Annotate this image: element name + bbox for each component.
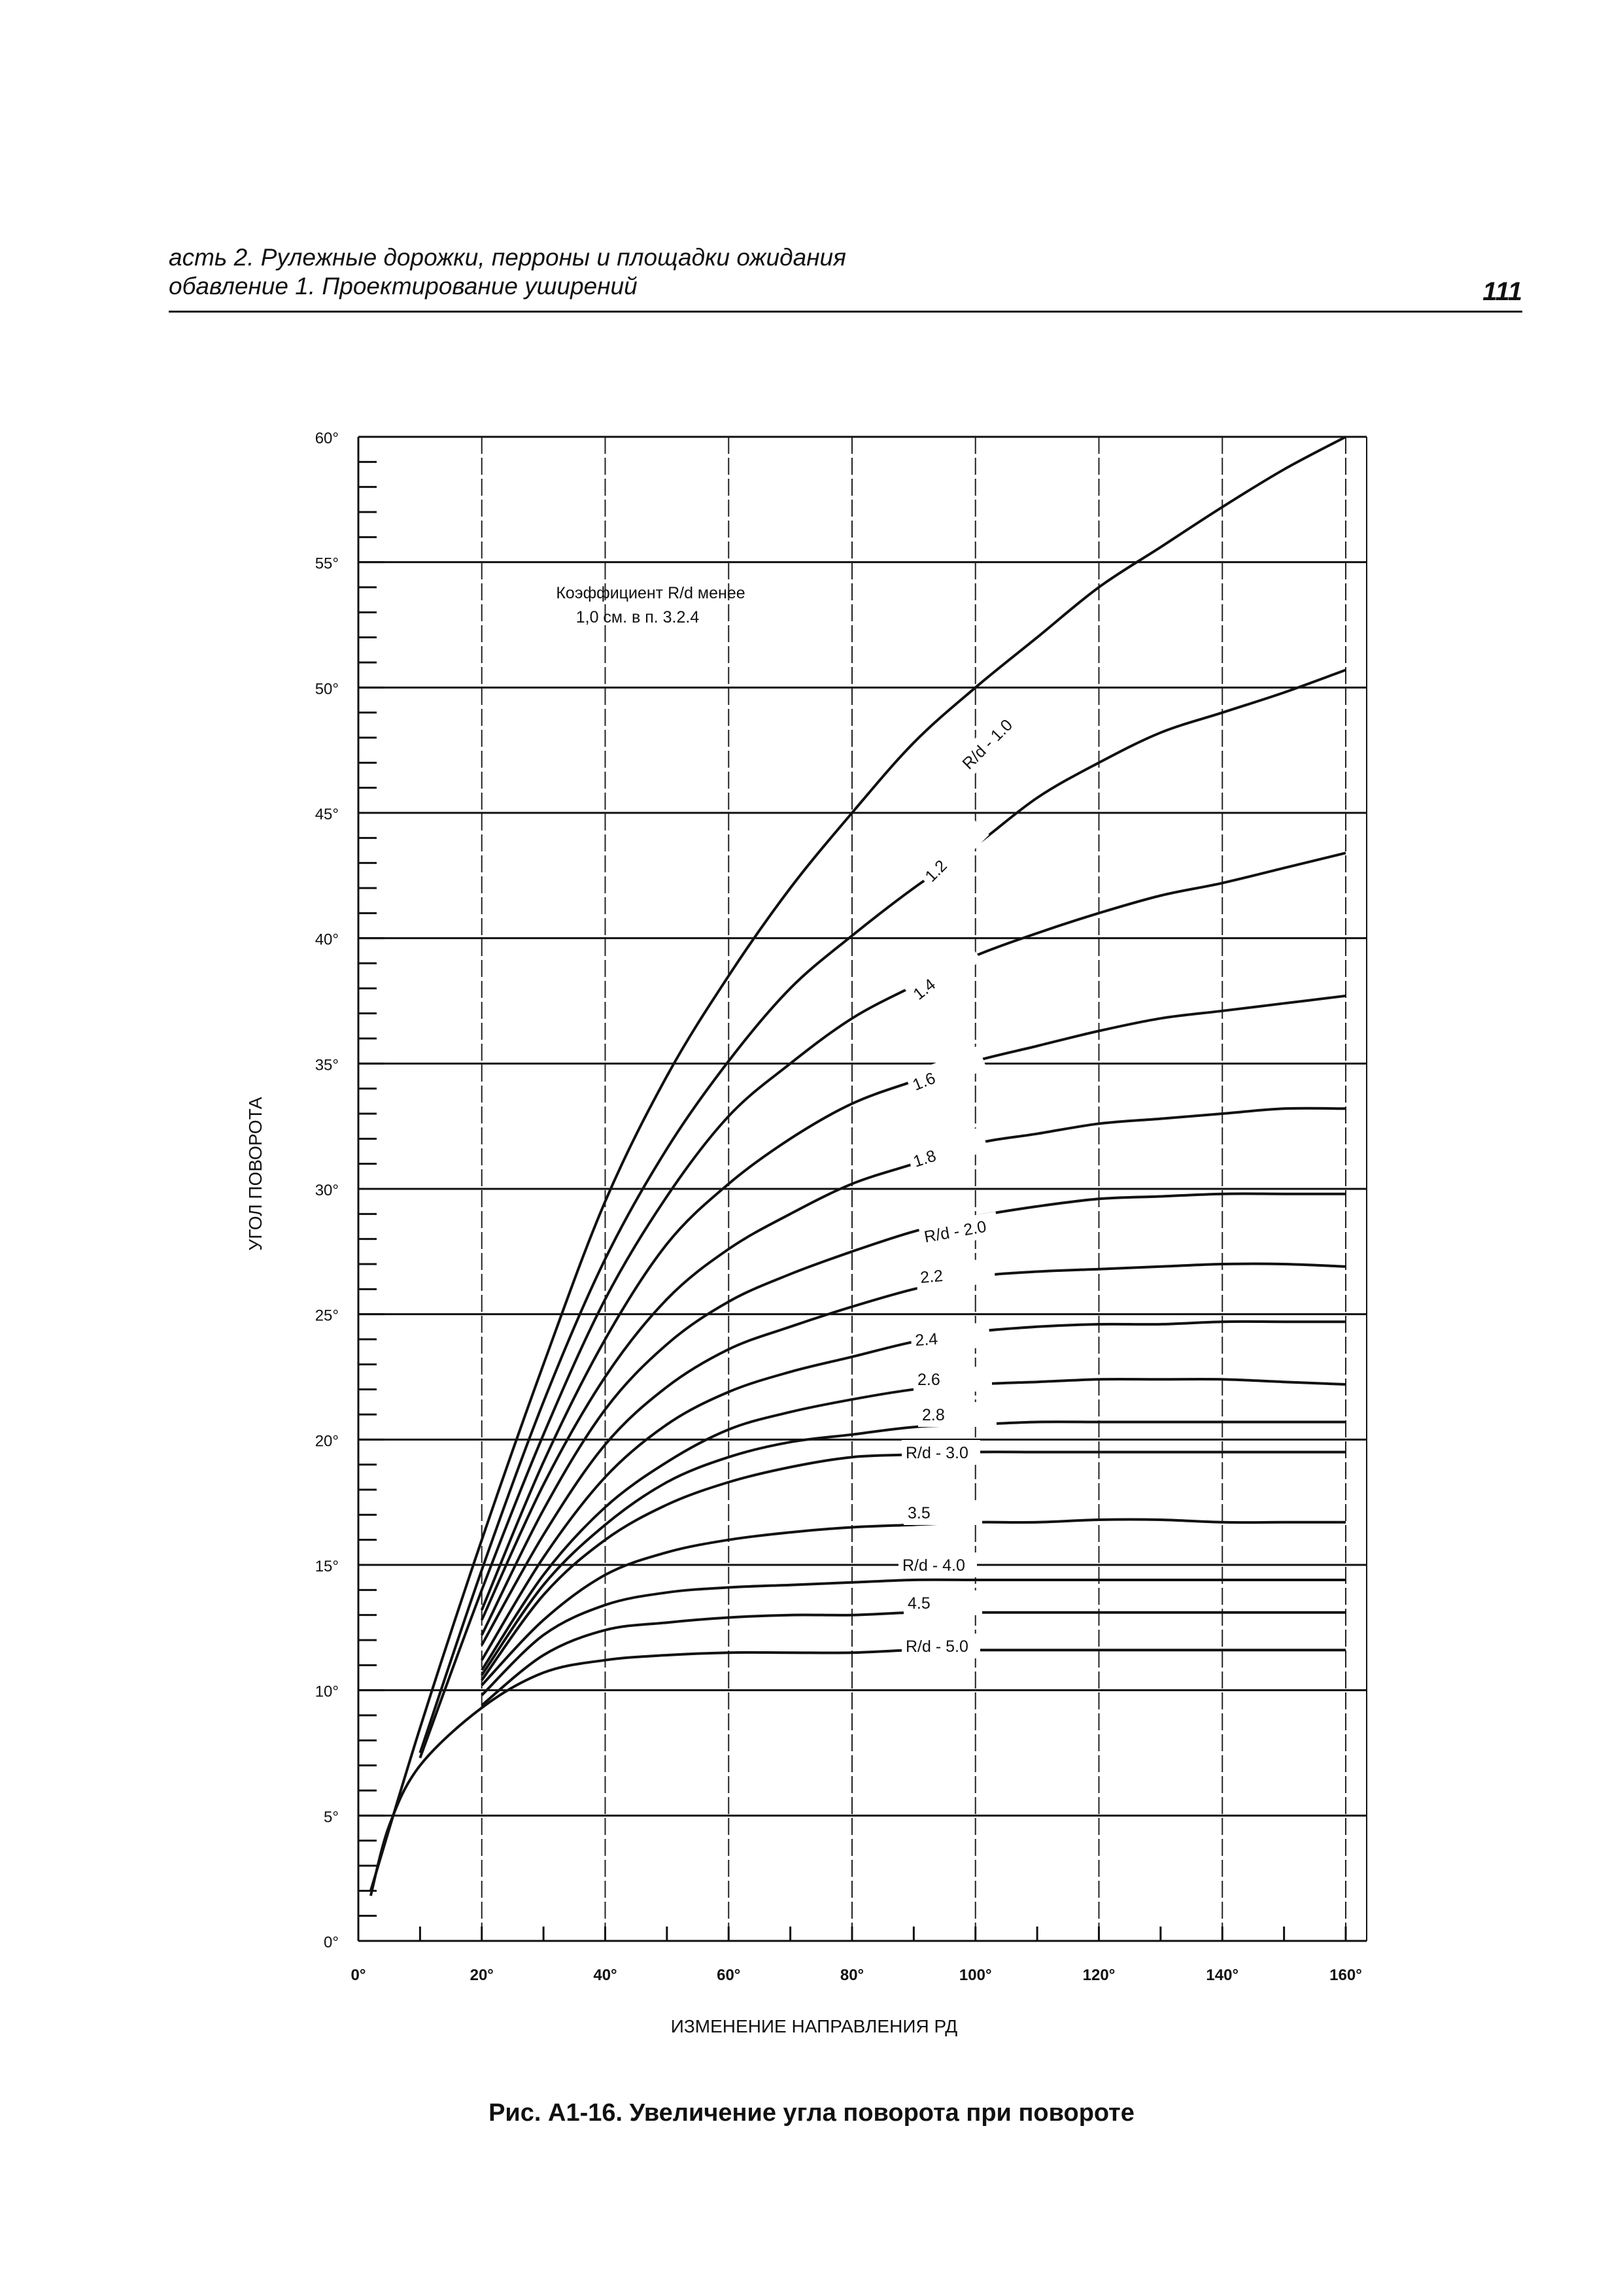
y-tick-label: 40° — [315, 931, 339, 949]
series-label: 4.5 — [908, 1594, 931, 1613]
x-tick-label: 100° — [959, 1966, 992, 1984]
series-line — [481, 1420, 1346, 1676]
series-line — [480, 1192, 1346, 1636]
y-tick-label: 0° — [324, 1934, 339, 1951]
y-tick-label: 20° — [315, 1432, 339, 1450]
series-line — [480, 1106, 1346, 1621]
series-line — [369, 1649, 1346, 1896]
series-label-background — [953, 704, 1027, 778]
series-label-background — [902, 1440, 980, 1465]
series-label: R/d - 4.0 — [902, 1556, 965, 1575]
x-tick-label: 160° — [1329, 1966, 1362, 1984]
series-label-background — [918, 1402, 997, 1427]
y-tick-label: 15° — [315, 1558, 339, 1575]
series-line — [481, 1378, 1346, 1671]
series-label-background — [918, 1211, 1000, 1250]
x-tick-label: 0° — [351, 1966, 366, 1984]
series-label-background — [904, 1500, 982, 1525]
series-label: R/d - 3.0 — [906, 1444, 968, 1462]
series-label-background — [906, 1127, 989, 1175]
grid — [358, 436, 1367, 1941]
annotation-line: Коэффициент R/d менее — [556, 584, 745, 602]
series-line — [369, 436, 1346, 1891]
series-label-background — [904, 1046, 987, 1099]
series-line — [481, 1262, 1346, 1646]
series-line — [481, 1578, 1346, 1696]
axes — [357, 436, 1367, 1942]
series-label: 3.5 — [908, 1504, 931, 1522]
page-header: асть 2. Рулежные дорожки, перроны и площ… — [169, 243, 1522, 313]
series-line — [419, 668, 1346, 1754]
series-line — [480, 994, 1346, 1611]
header-section-title: асть 2. Рулежные дорожки, перроны и площ… — [169, 244, 846, 271]
series-line — [481, 1320, 1346, 1661]
y-tick-label: 10° — [315, 1683, 339, 1701]
x-tick-label: 60° — [717, 1966, 740, 1984]
x-tick-label: 80° — [840, 1966, 864, 1984]
series-label-background — [898, 1552, 977, 1577]
series-label: R/d - 1.0 — [959, 716, 1016, 774]
series-label-background — [915, 1258, 996, 1290]
y-tick-label: 35° — [315, 1056, 339, 1074]
series-label: 2.6 — [917, 1371, 940, 1389]
y-axis-label: УГОЛ ПОВОРОТА — [245, 1097, 265, 1250]
series-group — [369, 436, 1346, 1896]
series-label: 2.4 — [914, 1330, 938, 1350]
x-tick-label: 120° — [1083, 1966, 1116, 1984]
annotation-line: 1,0 см. в п. 3.2.4 — [576, 608, 700, 626]
series-label-background — [910, 1322, 991, 1353]
page-number: 111 — [1482, 277, 1522, 306]
series-line — [419, 851, 1346, 1758]
y-tick-label: 30° — [315, 1182, 339, 1199]
y-tick-label: 55° — [315, 555, 339, 573]
x-axis-label: ИЗМЕНЕНИЕ НАПРАВЛЕНИЯ РД — [671, 2016, 957, 2036]
y-tick-label: 45° — [315, 806, 339, 823]
series-label-background — [904, 1590, 982, 1615]
x-tick-label: 40° — [593, 1966, 617, 1984]
series-label-background — [904, 940, 982, 1008]
series-label-background — [915, 817, 989, 891]
x-tick-label: 140° — [1206, 1966, 1239, 1984]
labels: 0° 5° 10° 15° 20° 25° 30° 35° 40° 45° 50° 55° 60° 0° 2… — [245, 430, 1362, 2036]
y-tick-label: 60° — [315, 430, 339, 447]
series-label: 2.2 — [919, 1267, 944, 1287]
x-tick-label: 20° — [470, 1966, 494, 1984]
y-tick-label: 50° — [315, 680, 339, 698]
series-label: 2.8 — [922, 1406, 945, 1424]
y-tick-label: 25° — [315, 1307, 339, 1325]
y-tick-label: 5° — [324, 1808, 339, 1826]
header-rule — [169, 311, 1522, 313]
series-line — [481, 1518, 1346, 1687]
header-appendix-title: обавление 1. Проектирование уширений — [169, 273, 638, 300]
series-label-background — [914, 1367, 992, 1392]
series-label-background — [902, 1634, 980, 1658]
figure-caption: Рис. А1-16. Увеличение угла поворота при… — [488, 2099, 1135, 2127]
series-line — [481, 1450, 1346, 1681]
series-label: R/d - 5.0 — [906, 1637, 968, 1656]
